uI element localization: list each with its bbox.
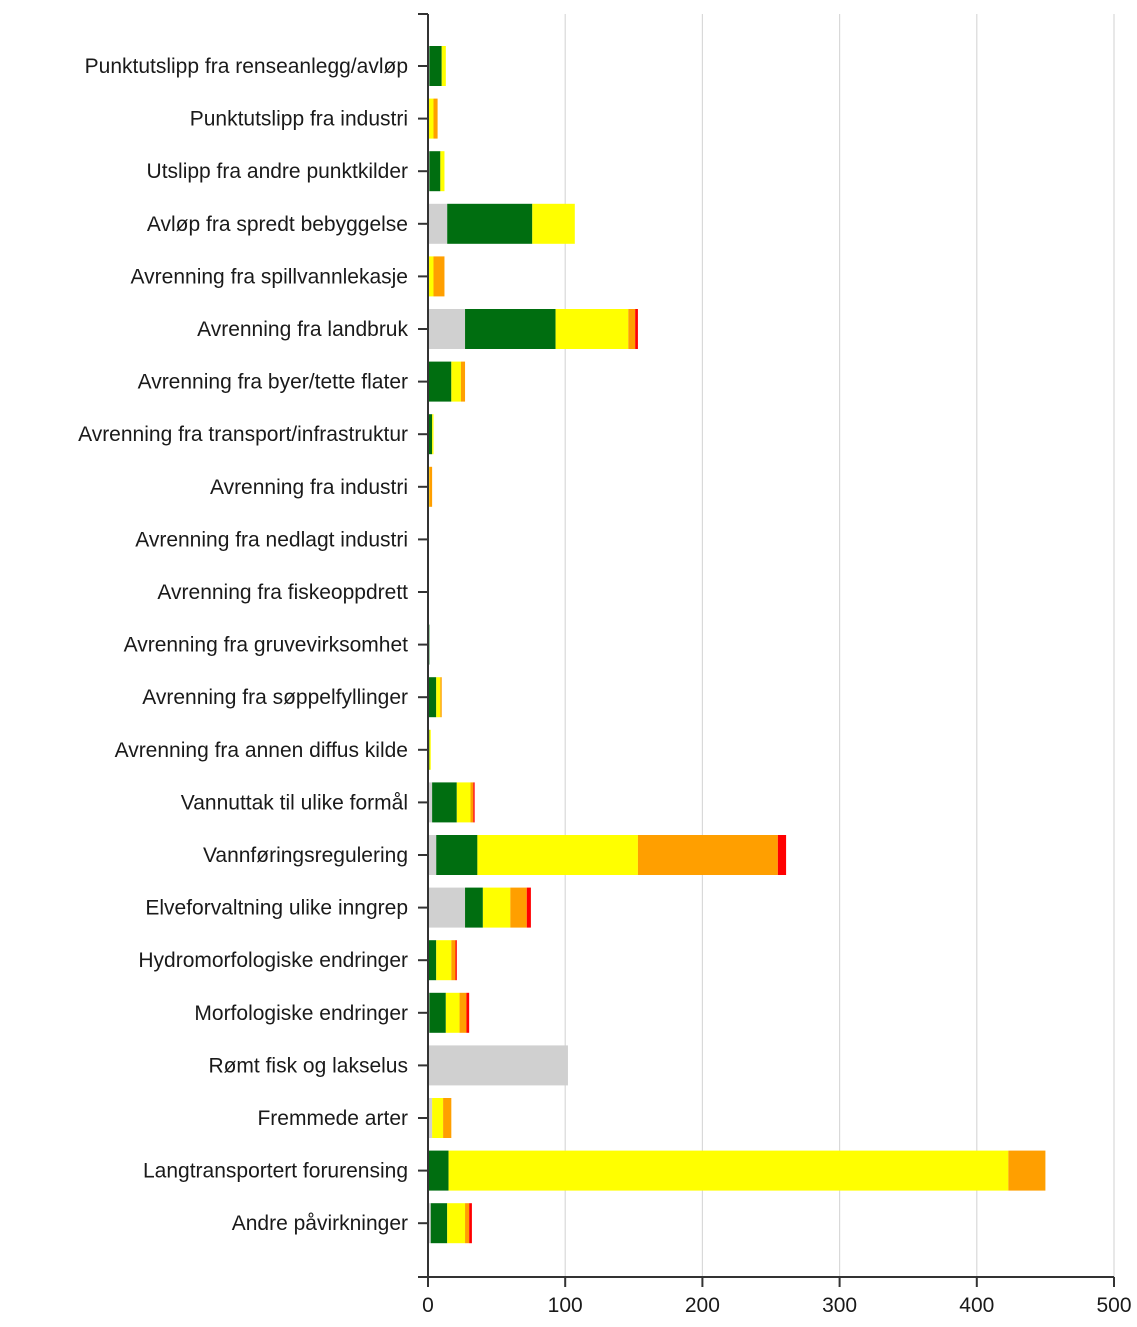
bar-segment-18-3	[459, 992, 467, 1033]
bar-segment-16-2	[482, 887, 511, 928]
bar-segment-14-3	[470, 782, 474, 823]
category-label-6: Avrenning fra byer/tette flater	[138, 371, 408, 394]
category-label-4: Avrenning fra spillvannlekasje	[131, 265, 408, 288]
bar-segment-16-1	[465, 887, 483, 928]
bar-segment-16-4	[526, 887, 531, 928]
category-label-11: Avrenning fra gruvevirksomhet	[124, 634, 409, 657]
category-label-20: Fremmede arter	[257, 1107, 408, 1130]
category-label-0: Punktutslipp fra renseanlegg/avløp	[85, 55, 408, 78]
category-label-5: Avrenning fra landbruk	[197, 318, 408, 341]
bar-segment-2-1	[429, 151, 441, 192]
x-tick-label-0: 0	[422, 1294, 434, 1317]
x-tick-label-200: 200	[685, 1294, 720, 1317]
bar-segment-15-4	[777, 835, 787, 875]
bar-segment-22-2	[447, 1203, 466, 1244]
category-label-1: Punktutslipp fra industri	[190, 108, 408, 131]
category-label-16: Elveforvaltning ulike inngrep	[145, 897, 408, 920]
bar-segment-4-2	[428, 256, 434, 297]
bar-segment-7-1	[428, 414, 433, 455]
category-label-8: Avrenning fra industri	[210, 476, 408, 499]
category-label-10: Avrenning fra fiskeoppdrett	[157, 581, 408, 604]
bar-segment-17-1	[428, 940, 437, 981]
bar-segment-18-1	[429, 992, 446, 1033]
bar-segment-14-1	[432, 782, 457, 823]
bar-segment-0-1	[429, 46, 442, 86]
category-label-13: Avrenning fra annen diffus kilde	[115, 739, 408, 762]
bar-segment-3-0	[428, 203, 448, 244]
bar-segment-22-4	[469, 1203, 472, 1244]
bar-segment-14-0	[428, 782, 433, 823]
bar-segment-6-2	[451, 361, 461, 402]
category-label-15: Vannføringsregulering	[203, 844, 408, 867]
bar-segment-5-4	[635, 309, 638, 349]
category-label-17: Hydromorfologiske endringer	[138, 949, 408, 972]
bar-segment-22-3	[465, 1203, 470, 1244]
bar-segment-17-2	[436, 940, 452, 981]
axis-layer	[418, 13, 1115, 1287]
bar-segment-20-3	[443, 1098, 452, 1138]
category-label-12: Avrenning fra søppelfyllinger	[142, 686, 408, 709]
bar-segment-6-1	[428, 361, 452, 402]
bar-segment-15-2	[477, 835, 638, 875]
bar-segment-22-0	[428, 1203, 431, 1244]
bar-segment-14-2	[456, 782, 471, 823]
bar-segment-22-1	[430, 1203, 448, 1244]
label-layer: 0 100 200 300 400 500 Punktutslipp fra rensean…	[78, 55, 1131, 1317]
bar-segment-18-4	[466, 992, 470, 1033]
bar-segment-3-2	[532, 203, 575, 244]
bar-segment-4-3	[433, 256, 445, 297]
x-tick-label-500: 500	[1096, 1294, 1131, 1317]
bar-segment-5-3	[628, 309, 636, 349]
bar-segment-5-1	[465, 309, 556, 349]
category-label-18: Morfologiske endringer	[194, 1002, 408, 1025]
category-label-2: Utslipp fra andre punktkilder	[147, 160, 408, 183]
bar-segment-8-3	[429, 466, 433, 507]
bar-segment-1-2	[428, 98, 434, 139]
bar-segment-3-1	[447, 203, 533, 244]
bar-segment-21-2	[448, 1150, 1009, 1191]
bar-segment-15-3	[637, 835, 778, 875]
bar-layer	[428, 46, 1046, 1244]
category-label-7: Avrenning fra transport/infrastruktur	[78, 423, 408, 446]
bar-segment-12-2	[436, 677, 441, 718]
bar-segment-0-2	[441, 46, 446, 86]
bar-segment-21-1	[428, 1150, 449, 1191]
bar-segment-21-3	[1008, 1150, 1046, 1191]
bar-segment-5-2	[555, 309, 629, 349]
bar-segment-14-4	[473, 782, 475, 823]
bar-segment-17-3	[451, 940, 456, 981]
bar-segment-17-4	[455, 940, 457, 981]
bar-segment-6-3	[460, 361, 466, 402]
bar-segment-12-3	[440, 677, 442, 718]
grid-layer	[564, 14, 1115, 1277]
bar-segment-16-3	[510, 887, 527, 928]
category-label-19: Rømt fisk og lakselus	[208, 1054, 408, 1077]
bar-segment-5-0	[428, 309, 466, 349]
category-label-3: Avløp fra spredt bebyggelse	[147, 213, 408, 236]
bar-segment-1-3	[433, 98, 438, 139]
x-tick-label-300: 300	[822, 1294, 857, 1317]
category-label-22: Andre påvirkninger	[232, 1212, 408, 1235]
bar-segment-20-2	[432, 1098, 444, 1138]
x-tick-label-400: 400	[959, 1294, 994, 1317]
bar-segment-7-2	[432, 414, 434, 455]
category-label-21: Langtransportert forurensing	[143, 1160, 408, 1183]
bar-segment-12-1	[428, 677, 437, 718]
bar-segment-18-2	[445, 992, 460, 1033]
bar-segment-13-2	[429, 729, 431, 770]
x-tick-label-100: 100	[548, 1294, 583, 1317]
bar-segment-2-2	[440, 151, 445, 192]
bar-segment-15-0	[428, 835, 437, 875]
bar-segment-20-0	[428, 1098, 433, 1138]
bar-segment-19-0	[428, 1045, 568, 1086]
bar-segment-15-1	[436, 835, 478, 875]
category-label-9: Avrenning fra nedlagt industri	[135, 528, 408, 551]
category-label-14: Vannuttak til ulike formål	[181, 791, 408, 814]
bar-segment-16-0	[428, 887, 466, 928]
